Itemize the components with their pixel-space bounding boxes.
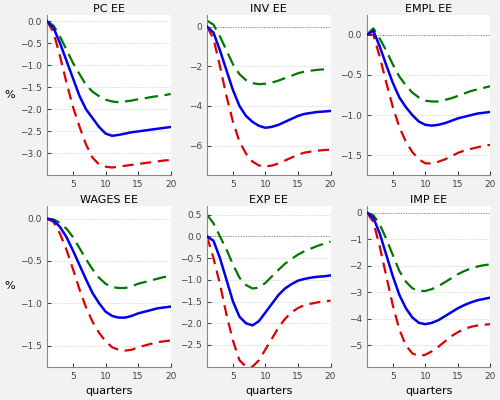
Y-axis label: %: %	[4, 90, 14, 100]
Title: WAGES EE: WAGES EE	[80, 195, 138, 205]
X-axis label: quarters: quarters	[405, 386, 452, 396]
Title: PC EE: PC EE	[93, 4, 125, 14]
Y-axis label: %: %	[4, 281, 14, 291]
X-axis label: quarters: quarters	[85, 386, 132, 396]
Title: EXP EE: EXP EE	[250, 195, 288, 205]
Title: EMPL EE: EMPL EE	[405, 4, 452, 14]
Title: INV EE: INV EE	[250, 4, 287, 14]
X-axis label: quarters: quarters	[245, 386, 292, 396]
Title: IMP EE: IMP EE	[410, 195, 447, 205]
